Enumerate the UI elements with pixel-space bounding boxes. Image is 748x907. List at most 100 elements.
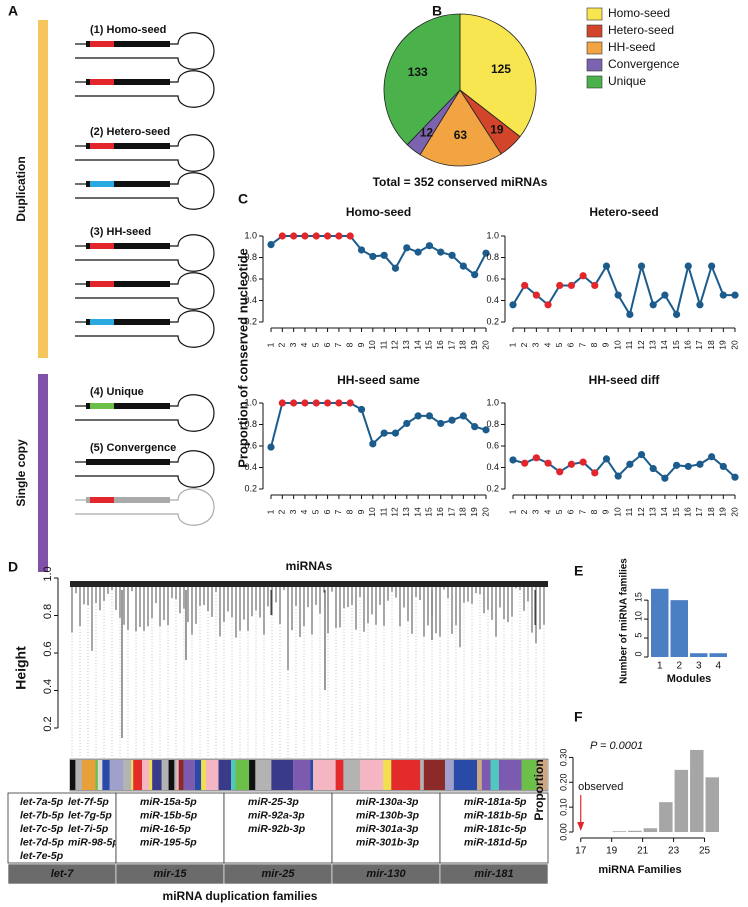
y-tick-label: 0.2 (244, 316, 257, 326)
bar (651, 588, 669, 657)
data-point (301, 232, 309, 240)
observed-label: observed (578, 781, 623, 793)
family-member: miR-98-5p (68, 836, 119, 848)
x-tick-label: 3 (531, 509, 541, 514)
histogram-bar (659, 802, 673, 832)
data-point (391, 429, 400, 437)
module-color (123, 760, 132, 790)
family-member: let-7i-5p (68, 823, 109, 835)
data-point (459, 262, 467, 270)
y-axis-label: Proportion (532, 759, 546, 820)
module-color (117, 760, 124, 790)
y-tick-label: 0.30 (558, 749, 568, 767)
module-color (131, 760, 134, 790)
family-member: miR-301b-3p (356, 836, 420, 848)
data-point (448, 251, 456, 259)
data-point (471, 423, 479, 431)
y-tick-label: 0.00 (558, 823, 568, 841)
module-color (235, 760, 250, 790)
item-title: (1) Homo-seed (90, 24, 166, 36)
x-tick-label: 8 (344, 342, 354, 347)
data-point (602, 455, 611, 463)
family-member: miR-181b-5p (464, 809, 528, 821)
y-tick-label: 0 (633, 651, 643, 656)
x-tick-label: 14 (659, 507, 669, 517)
x-tick-label: 14 (412, 507, 422, 517)
data-point (471, 271, 479, 279)
y-tick-label: 0.8 (486, 419, 499, 429)
x-tick-label: 12 (636, 340, 646, 350)
seed-segment (90, 281, 114, 287)
item-title: (3) HH-seed (90, 226, 151, 238)
x-tick-label: 2 (519, 342, 529, 347)
data-point (414, 412, 422, 420)
hairpin-loop (75, 234, 215, 272)
data-point (708, 453, 716, 461)
y-tick-label: 0.4 (42, 679, 54, 694)
data-point (556, 468, 564, 476)
data-point (278, 399, 286, 407)
y-tick-label: 0.8 (244, 252, 257, 262)
slice-label: 19 (490, 123, 504, 137)
x-tick-label: 9 (601, 342, 611, 347)
y-tick-label: 1.0 (244, 397, 257, 407)
data-point (312, 399, 320, 407)
data-point (521, 459, 529, 467)
x-tick-label: 6 (566, 342, 576, 347)
family-member: miR-195-5p (140, 836, 197, 848)
x-tick-label: 19 (606, 846, 618, 857)
y-axis-label: Number of miRNA families (619, 558, 630, 684)
chart-title: HH-seed diff (589, 373, 661, 387)
x-tick-label: 18 (458, 340, 468, 350)
item-title: (4) Unique (90, 386, 144, 398)
x-tick-label: 23 (668, 846, 680, 857)
x-tick-label: 20 (480, 340, 490, 350)
x-tick-label: 10 (367, 340, 377, 350)
module-color (174, 760, 177, 790)
module-color (97, 760, 103, 790)
legend-label: Homo-seed (608, 6, 670, 20)
module-color (75, 760, 82, 790)
chart-title: HH-seed same (337, 373, 420, 387)
data-point (567, 281, 576, 290)
x-tick-label: 16 (683, 340, 693, 350)
x-tick-label: 15 (671, 507, 681, 517)
family-member: miR-181a-5p (464, 796, 527, 808)
seed-segment (90, 243, 114, 249)
family-member: miR-130a-3p (356, 796, 419, 808)
family-member: miR-25-3p (248, 796, 299, 808)
tree-top (70, 581, 548, 587)
y-tick-label: 0.4 (244, 295, 257, 305)
x-tick-label: 20 (480, 507, 490, 517)
strand (86, 143, 170, 149)
data-point (649, 464, 657, 473)
x-tick-label: 11 (378, 507, 388, 516)
legend-label: Hetero-seed (608, 23, 674, 37)
data-point (357, 405, 366, 414)
y-tick-label: 0.6 (244, 273, 257, 283)
histogram-bar (612, 831, 627, 832)
hairpin-loop (75, 172, 215, 210)
module-color (85, 760, 96, 790)
data-point (532, 291, 540, 299)
legend-swatch (586, 24, 603, 38)
module-color (133, 760, 143, 790)
seed-segment (90, 319, 114, 325)
module-color (537, 760, 548, 790)
y-tick-label: 0.4 (486, 295, 499, 305)
x-tick-label: 4 (542, 342, 552, 347)
x-tick-label: 10 (612, 340, 622, 350)
family-member: miR-301a-3p (356, 823, 419, 835)
x-tick-label: 20 (729, 340, 739, 350)
group-bar (38, 20, 48, 358)
x-tick-label: 13 (401, 507, 411, 517)
module-color (70, 760, 76, 790)
module-color (178, 760, 184, 790)
x-tick-label: 6 (566, 509, 576, 514)
module-color (481, 760, 491, 790)
x-tick-label: 17 (694, 507, 704, 517)
data-point (369, 252, 377, 261)
x-tick-label: 2 (277, 509, 287, 514)
data-point (708, 262, 716, 270)
